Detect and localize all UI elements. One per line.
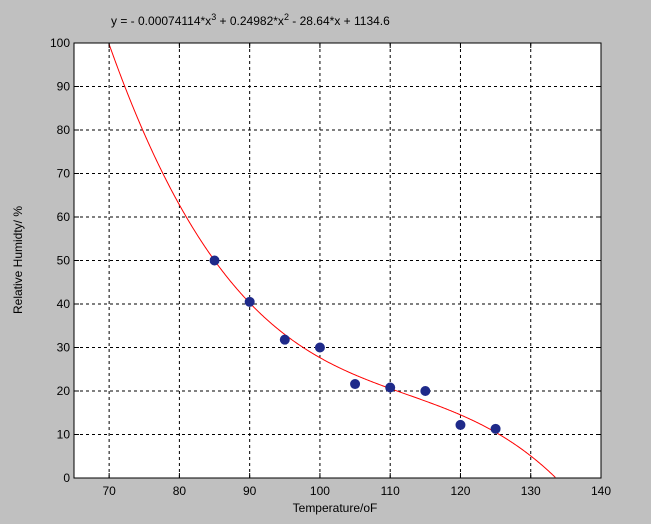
y-tick-label: 70	[57, 167, 71, 181]
y-tick-label: 0	[63, 471, 70, 485]
title-exponent-2: 2	[284, 12, 289, 22]
y-tick-labels: 0 10 20 30 40 50 60 70 80 90 100	[50, 36, 70, 485]
data-point	[279, 334, 290, 345]
y-tick-label: 90	[57, 80, 71, 94]
y-axis-label: Relative Humidty/ %	[11, 206, 25, 314]
x-axis-label: Temperature/oF	[293, 501, 378, 515]
data-point	[314, 342, 325, 353]
data-point	[420, 386, 431, 396]
data-point	[350, 379, 361, 390]
chart-title: y = - 0.00074114*x3 + 0.24982*x2 - 28.64…	[111, 12, 390, 28]
grid-lines	[74, 43, 601, 478]
fit-curve-layer	[108, 44, 556, 478]
y-tick-label: 20	[57, 384, 71, 398]
title-exponent-1: 3	[211, 12, 216, 22]
x-tick-label: 70	[102, 484, 116, 498]
title-part-1: y = - 0.00074114*x	[111, 14, 211, 28]
y-tick-label: 100	[50, 36, 70, 50]
data-point	[385, 382, 396, 393]
axis-ticks	[74, 42, 602, 479]
data-point	[490, 423, 501, 434]
data-point	[455, 419, 466, 430]
x-tick-labels: 70 80 90 100 110 120 130 140	[102, 484, 611, 498]
y-tick-label: 10	[57, 428, 71, 442]
y-tick-label: 50	[57, 254, 71, 268]
y-tick-label: 60	[57, 210, 71, 224]
title-part-2: + 0.24982*x	[216, 14, 284, 28]
x-tick-label: 110	[381, 484, 400, 498]
y-tick-label: 30	[57, 341, 71, 355]
x-tick-label: 120	[450, 484, 470, 498]
title-part-3: - 28.64*x + 1134.6	[289, 14, 390, 28]
fit-curve-line	[108, 44, 556, 478]
x-tick-label: 80	[173, 484, 187, 498]
y-tick-label: 40	[57, 297, 71, 311]
x-tick-label: 90	[243, 484, 257, 498]
x-tick-label: 100	[310, 484, 330, 498]
x-tick-label: 130	[521, 484, 541, 498]
data-points-layer	[209, 255, 501, 434]
data-point	[244, 296, 255, 307]
x-tick-label: 140	[591, 484, 611, 498]
data-point	[209, 255, 220, 266]
y-tick-label: 80	[57, 123, 71, 137]
